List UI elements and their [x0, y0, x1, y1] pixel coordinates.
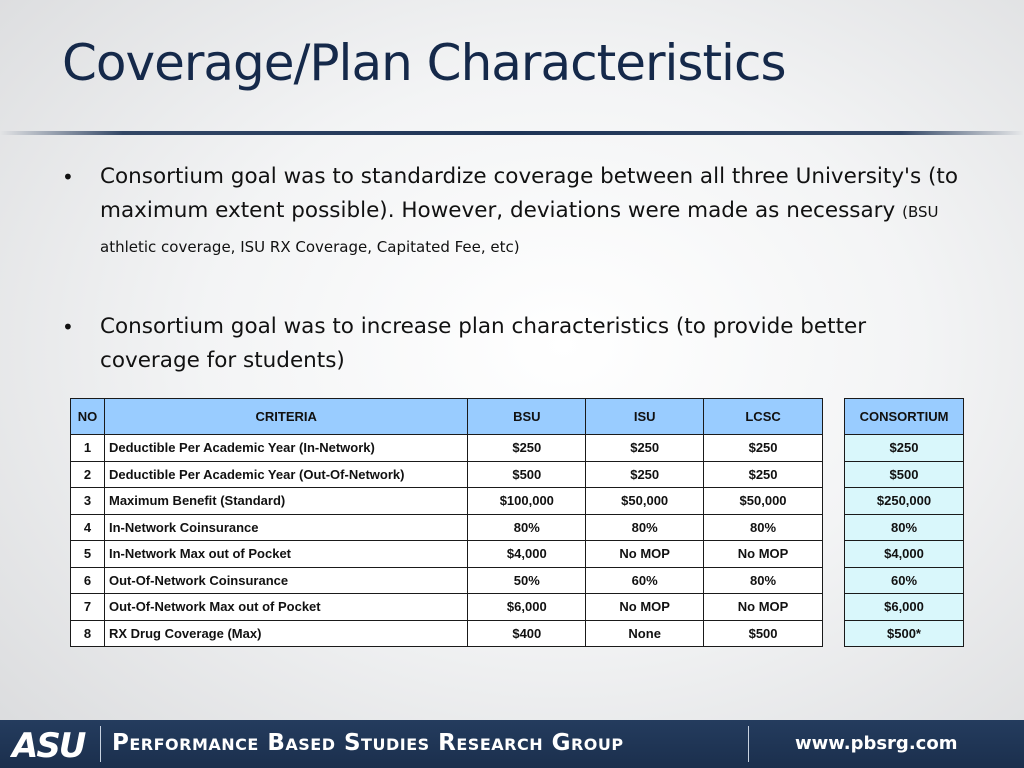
table-row: $6,000 [844, 593, 964, 621]
cell-lcsc: $250 [703, 434, 823, 462]
cell-no: 3 [70, 487, 105, 515]
cell-criteria: In-Network Coinsurance [103, 513, 469, 541]
cell-lcsc: 80% [703, 513, 823, 541]
cell-isu: 80% [585, 513, 705, 541]
cell-lcsc: $250 [703, 460, 823, 488]
cell-isu: No MOP [585, 540, 705, 568]
cell-no: 6 [70, 566, 105, 594]
cell-criteria: In-Network Max out of Pocket [103, 540, 469, 568]
logo-text: ASU [10, 726, 86, 763]
footer-bar: ASU Performance Based Studies Research G… [0, 720, 1024, 768]
table-row: 60% [844, 566, 964, 594]
cell-bsu: $4,000 [467, 540, 587, 568]
cell-criteria: Out-Of-Network Max out of Pocket [103, 593, 469, 621]
cell-no: 2 [70, 460, 105, 488]
col-header-isu: ISU [585, 398, 705, 435]
slide-title: Coverage/Plan Characteristics [62, 34, 786, 92]
consortium-table: CONSORTIUM $250 $500 $250,000 80% $4,000 60% $… [844, 398, 964, 647]
table-row: 80% [844, 513, 964, 541]
cell-no: 4 [70, 513, 105, 541]
group-name: Performance Based Studies Research Group [112, 730, 624, 756]
cell-consortium: $500 [844, 460, 964, 488]
cell-criteria: Out-Of-Network Coinsurance [103, 566, 469, 594]
col-header-consortium: CONSORTIUM [844, 398, 964, 435]
bullet-dot-icon: • [62, 165, 74, 189]
cell-bsu: 80% [467, 513, 587, 541]
table-header-row: CONSORTIUM [844, 398, 964, 435]
cell-criteria: Deductible Per Academic Year (Out-Of-Net… [103, 460, 469, 488]
table-row: 3 Maximum Benefit (Standard) $100,000 $50,0… [70, 487, 823, 515]
table-row: 1 Deductible Per Academic Year (In-Networ… [70, 434, 823, 462]
footer-separator [748, 726, 749, 762]
table-row: 4 In-Network Coinsurance 80% 80% 80% [70, 513, 823, 541]
col-header-lcsc: LCSC [703, 398, 823, 435]
cell-isu: $50,000 [585, 487, 705, 515]
table-row: 8 RX Drug Coverage (Max) $400 None $500 [70, 619, 823, 647]
table-row: 2 Deductible Per Academic Year (Out-Of-Ne… [70, 460, 823, 488]
table-row: 7 Out-Of-Network Max out of Pocket $6,000 N… [70, 593, 823, 621]
cell-no: 8 [70, 619, 105, 647]
table-row: 5 In-Network Max out of Pocket $4,000 No MO… [70, 540, 823, 568]
website-link[interactable]: www.pbsrg.com [795, 733, 958, 754]
table-row: $500* [844, 619, 964, 647]
cell-lcsc: $500 [703, 619, 823, 647]
bullet-text: Consortium goal was to standardize cover… [100, 164, 958, 223]
table-row: 6 Out-Of-Network Coinsurance 50% 60% 80% [70, 566, 823, 594]
col-header-criteria: CRITERIA [103, 398, 469, 435]
cell-lcsc: No MOP [703, 540, 823, 568]
cell-lcsc: No MOP [703, 593, 823, 621]
footer-separator [100, 726, 101, 762]
cell-criteria: Maximum Benefit (Standard) [103, 487, 469, 515]
cell-lcsc: 80% [703, 566, 823, 594]
cell-consortium: $4,000 [844, 540, 964, 568]
cell-criteria: Deductible Per Academic Year (In-Network… [103, 434, 469, 462]
cell-isu: $250 [585, 434, 705, 462]
cell-isu: None [585, 619, 705, 647]
cell-bsu: $250 [467, 434, 587, 462]
cell-bsu: $500 [467, 460, 587, 488]
cell-consortium: $500* [844, 619, 964, 647]
cell-lcsc: $50,000 [703, 487, 823, 515]
table-header-row: NO CRITERIA BSU ISU LCSC [70, 398, 823, 435]
cell-isu: No MOP [585, 593, 705, 621]
cell-isu: $250 [585, 460, 705, 488]
bullet-text: Consortium goal was to increase plan cha… [100, 314, 867, 373]
bullet-list: • Consortium goal was to standardize cov… [62, 160, 962, 378]
table-row: $250,000 [844, 487, 964, 515]
coverage-table: NO CRITERIA BSU ISU LCSC 1 Deductible Per… [70, 398, 823, 647]
cell-bsu: $400 [467, 619, 587, 647]
cell-consortium: 80% [844, 513, 964, 541]
bullet-note: (BSU athletic coverage, ISU RX Coverage,… [100, 203, 939, 256]
bullet-item: • Consortium goal was to standardize cov… [62, 160, 962, 264]
cell-criteria: RX Drug Coverage (Max) [103, 619, 469, 647]
cell-bsu: 50% [467, 566, 587, 594]
cell-consortium: $250 [844, 434, 964, 462]
bullet-dot-icon: • [62, 315, 74, 339]
table-row: $500 [844, 460, 964, 488]
cell-bsu: $100,000 [467, 487, 587, 515]
cell-consortium: 60% [844, 566, 964, 594]
col-header-bsu: BSU [467, 398, 587, 435]
asu-logo: ASU [10, 726, 88, 763]
cell-consortium: $6,000 [844, 593, 964, 621]
cell-no: 1 [70, 434, 105, 462]
bullet-item: • Consortium goal was to increase plan c… [62, 310, 962, 378]
table-row: $4,000 [844, 540, 964, 568]
cell-isu: 60% [585, 566, 705, 594]
cell-no: 5 [70, 540, 105, 568]
cell-no: 7 [70, 593, 105, 621]
title-divider [0, 131, 1024, 135]
table-row: $250 [844, 434, 964, 462]
col-header-no: NO [70, 398, 105, 435]
cell-bsu: $6,000 [467, 593, 587, 621]
cell-consortium: $250,000 [844, 487, 964, 515]
